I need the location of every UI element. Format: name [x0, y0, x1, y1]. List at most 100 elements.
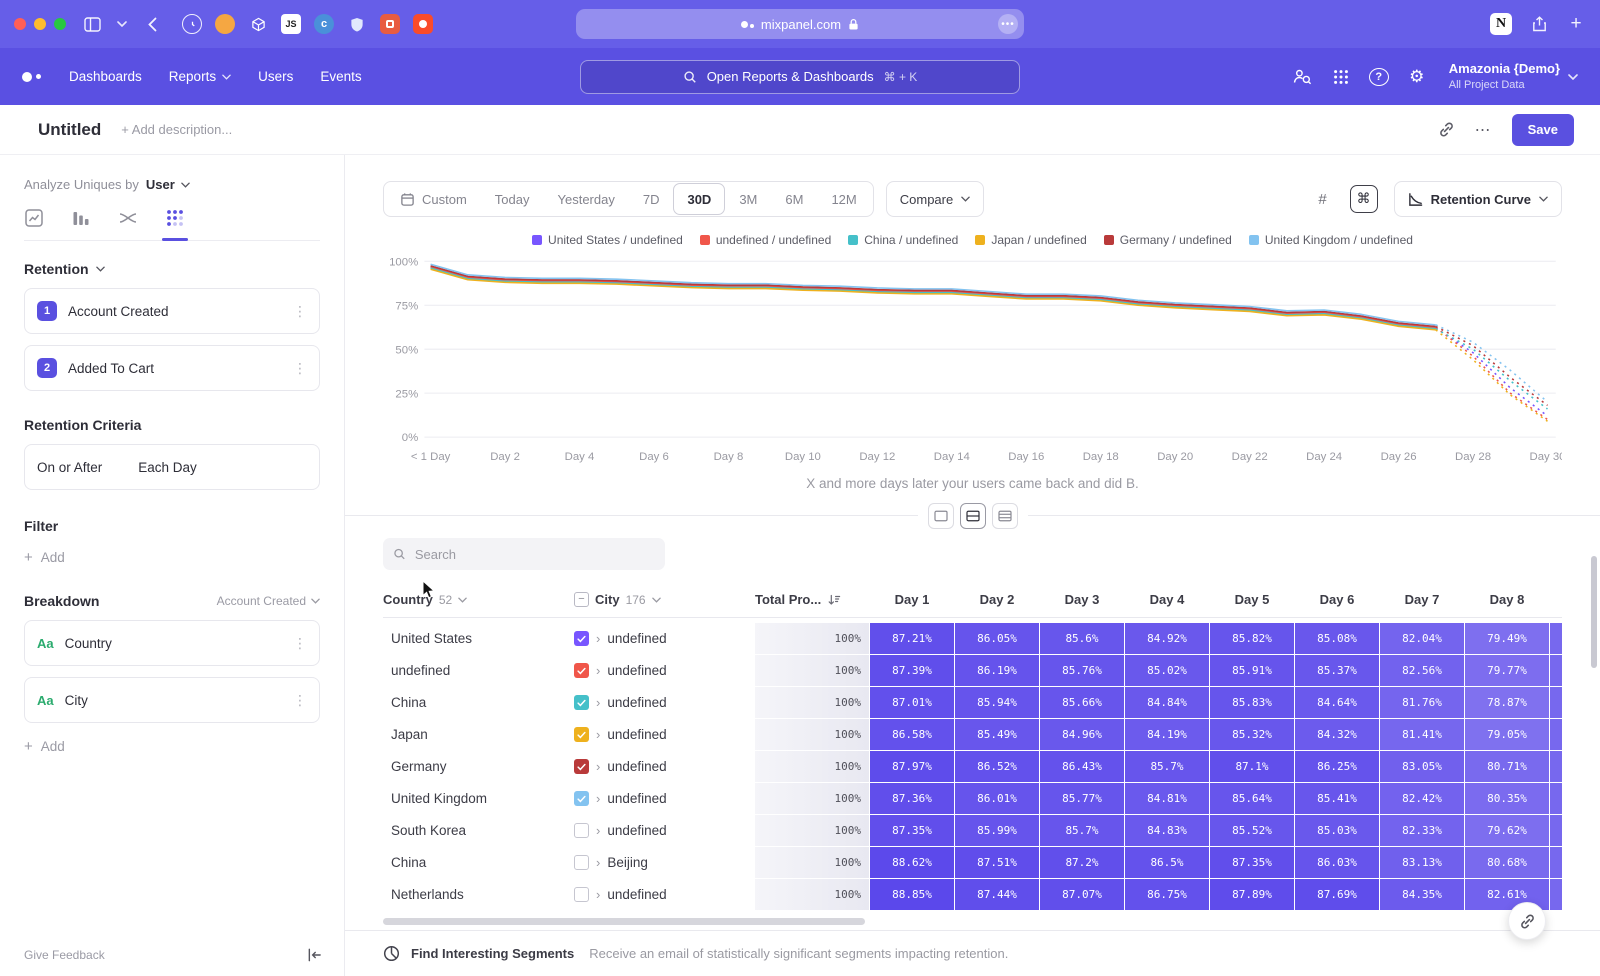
- tab-flows[interactable]: [118, 208, 138, 228]
- more-options-button[interactable]: ⋯: [1475, 120, 1492, 140]
- retention-cell[interactable]: 82.42%: [1380, 783, 1464, 814]
- retention-cell[interactable]: 87.39%: [870, 655, 954, 686]
- retention-cell[interactable]: 85.94%: [955, 687, 1039, 718]
- retention-cell[interactable]: 86.03%: [1295, 847, 1379, 878]
- table-row[interactable]: United States ›undefined 100%87.21%86.05…: [383, 623, 1562, 654]
- project-selector[interactable]: Amazonia {Demo} All Project Data: [1449, 61, 1578, 92]
- retention-cell[interactable]: 85.64%: [1210, 783, 1294, 814]
- horizontal-scrollbar-thumb[interactable]: [383, 918, 865, 925]
- table-only-view-button[interactable]: [992, 503, 1018, 529]
- row-checkbox[interactable]: [574, 887, 589, 902]
- mixpanel-extension-icon[interactable]: [380, 14, 400, 34]
- row-checkbox[interactable]: [574, 823, 589, 838]
- retention-cell[interactable]: 86.25%: [1295, 751, 1379, 782]
- retention-cell[interactable]: 85.41%: [1295, 783, 1379, 814]
- retention-cell[interactable]: 87.01%: [870, 687, 954, 718]
- retention-cell[interactable]: 86.05%: [955, 623, 1039, 654]
- legend-item[interactable]: Germany / undefined: [1104, 233, 1232, 247]
- retention-cell[interactable]: 86.43%: [1040, 751, 1124, 782]
- user-search-icon[interactable]: [1293, 67, 1313, 87]
- retention-cell[interactable]: 87.07%: [1040, 879, 1124, 910]
- retention-cell[interactable]: 85.76%: [1040, 655, 1124, 686]
- retention-cell[interactable]: 85.7%: [1125, 751, 1209, 782]
- retention-cell[interactable]: 80.68%: [1465, 847, 1549, 878]
- retention-cell[interactable]: 87.21%: [870, 623, 954, 654]
- new-tab-button[interactable]: +: [1566, 14, 1586, 34]
- apps-grid-icon[interactable]: [1331, 67, 1351, 87]
- retention-cell[interactable]: 87.89%: [1210, 879, 1294, 910]
- retention-cell[interactable]: 86.52%: [955, 751, 1039, 782]
- chart-only-view-button[interactable]: [928, 503, 954, 529]
- legend-item[interactable]: undefined / undefined: [700, 233, 831, 247]
- retention-cell[interactable]: 80.35%: [1465, 783, 1549, 814]
- retention-cell[interactable]: 85.82%: [1210, 623, 1294, 654]
- retention-cell[interactable]: 84.64%: [1295, 687, 1379, 718]
- row-checkbox[interactable]: [574, 631, 589, 646]
- retention-cell[interactable]: 79.49%: [1465, 623, 1549, 654]
- chevron-down-icon[interactable]: [116, 14, 128, 34]
- column-day[interactable]: Day 6: [1295, 582, 1379, 617]
- url-bar[interactable]: mixpanel.com •••: [576, 9, 1024, 39]
- retention-cell[interactable]: 86.5%: [1125, 847, 1209, 878]
- breakdown-card[interactable]: Aa City ⋮: [24, 677, 320, 723]
- sidebar-toggle-icon[interactable]: [82, 14, 102, 34]
- row-checkbox[interactable]: [574, 695, 589, 710]
- annotations-icon[interactable]: #: [1310, 186, 1336, 212]
- range-today[interactable]: Today: [481, 183, 544, 215]
- nav-item-users[interactable]: Users: [258, 69, 293, 84]
- column-day[interactable]: Day 7: [1380, 582, 1464, 617]
- report-title[interactable]: Untitled: [38, 120, 101, 140]
- legend-item[interactable]: United Kingdom / undefined: [1249, 233, 1413, 247]
- row-checkbox[interactable]: [574, 791, 589, 806]
- retention-cell[interactable]: 88.62%: [870, 847, 954, 878]
- retention-cell[interactable]: 85.37%: [1295, 655, 1379, 686]
- table-row[interactable]: undefined ›undefined 100%87.39%86.19%85.…: [383, 655, 1562, 686]
- add-description-button[interactable]: + Add description...: [121, 122, 232, 137]
- red-extension-icon[interactable]: [413, 14, 433, 34]
- copy-link-icon[interactable]: [1438, 121, 1455, 138]
- retention-cell[interactable]: 82.04%: [1380, 623, 1464, 654]
- expand-row-icon[interactable]: ›: [596, 823, 600, 838]
- range-custom[interactable]: Custom: [386, 183, 481, 215]
- retention-cell[interactable]: 87.44%: [955, 879, 1039, 910]
- column-day[interactable]: Day 4: [1125, 582, 1209, 617]
- column-city[interactable]: −City176: [574, 582, 754, 617]
- row-checkbox[interactable]: [574, 727, 589, 742]
- column-country[interactable]: Country52: [383, 582, 573, 617]
- shield-extension-icon[interactable]: [347, 14, 367, 34]
- clock-extension-icon[interactable]: [182, 14, 202, 34]
- retention-step-card[interactable]: 1 Account Created ⋮: [24, 288, 320, 334]
- column-day[interactable]: Day 2: [955, 582, 1039, 617]
- breakdown-menu-icon[interactable]: ⋮: [293, 635, 307, 652]
- expand-row-icon[interactable]: ›: [596, 791, 600, 806]
- expand-row-icon[interactable]: ›: [596, 631, 600, 646]
- js-extension-icon[interactable]: JS: [281, 14, 301, 34]
- tab-retention[interactable]: [165, 208, 185, 228]
- table-row[interactable]: Japan ›undefined 100%86.58%85.49%84.96%8…: [383, 719, 1562, 750]
- retention-cell[interactable]: 86.75%: [1125, 879, 1209, 910]
- retention-cell[interactable]: 83.05%: [1380, 751, 1464, 782]
- retention-section-header[interactable]: Retention: [24, 261, 320, 277]
- segments-title[interactable]: Find Interesting Segments: [411, 946, 574, 961]
- step-menu-icon[interactable]: ⋮: [293, 360, 307, 377]
- step-menu-icon[interactable]: ⋮: [293, 303, 307, 320]
- range-30d[interactable]: 30D: [673, 183, 725, 215]
- cube-extension-icon[interactable]: [248, 14, 268, 34]
- retention-cell[interactable]: 87.36%: [870, 783, 954, 814]
- retention-cell[interactable]: 85.6%: [1040, 623, 1124, 654]
- retention-cell[interactable]: 84.83%: [1125, 815, 1209, 846]
- retention-cell[interactable]: 85.91%: [1210, 655, 1294, 686]
- add-filter-button[interactable]: + Add: [24, 550, 320, 565]
- give-feedback-link[interactable]: Give Feedback: [24, 948, 105, 962]
- retention-cell[interactable]: 87.2%: [1040, 847, 1124, 878]
- collapse-sidebar-icon[interactable]: [307, 948, 322, 962]
- retention-cell[interactable]: 85.32%: [1210, 719, 1294, 750]
- retention-cell[interactable]: 86.01%: [955, 783, 1039, 814]
- retention-cell[interactable]: 85.83%: [1210, 687, 1294, 718]
- retention-cell[interactable]: 87.35%: [870, 815, 954, 846]
- retention-cell[interactable]: 85.66%: [1040, 687, 1124, 718]
- retention-cell[interactable]: 86.58%: [870, 719, 954, 750]
- range-yesterday[interactable]: Yesterday: [544, 183, 629, 215]
- legend-item[interactable]: Japan / undefined: [975, 233, 1086, 247]
- breakdown-menu-icon[interactable]: ⋮: [293, 692, 307, 709]
